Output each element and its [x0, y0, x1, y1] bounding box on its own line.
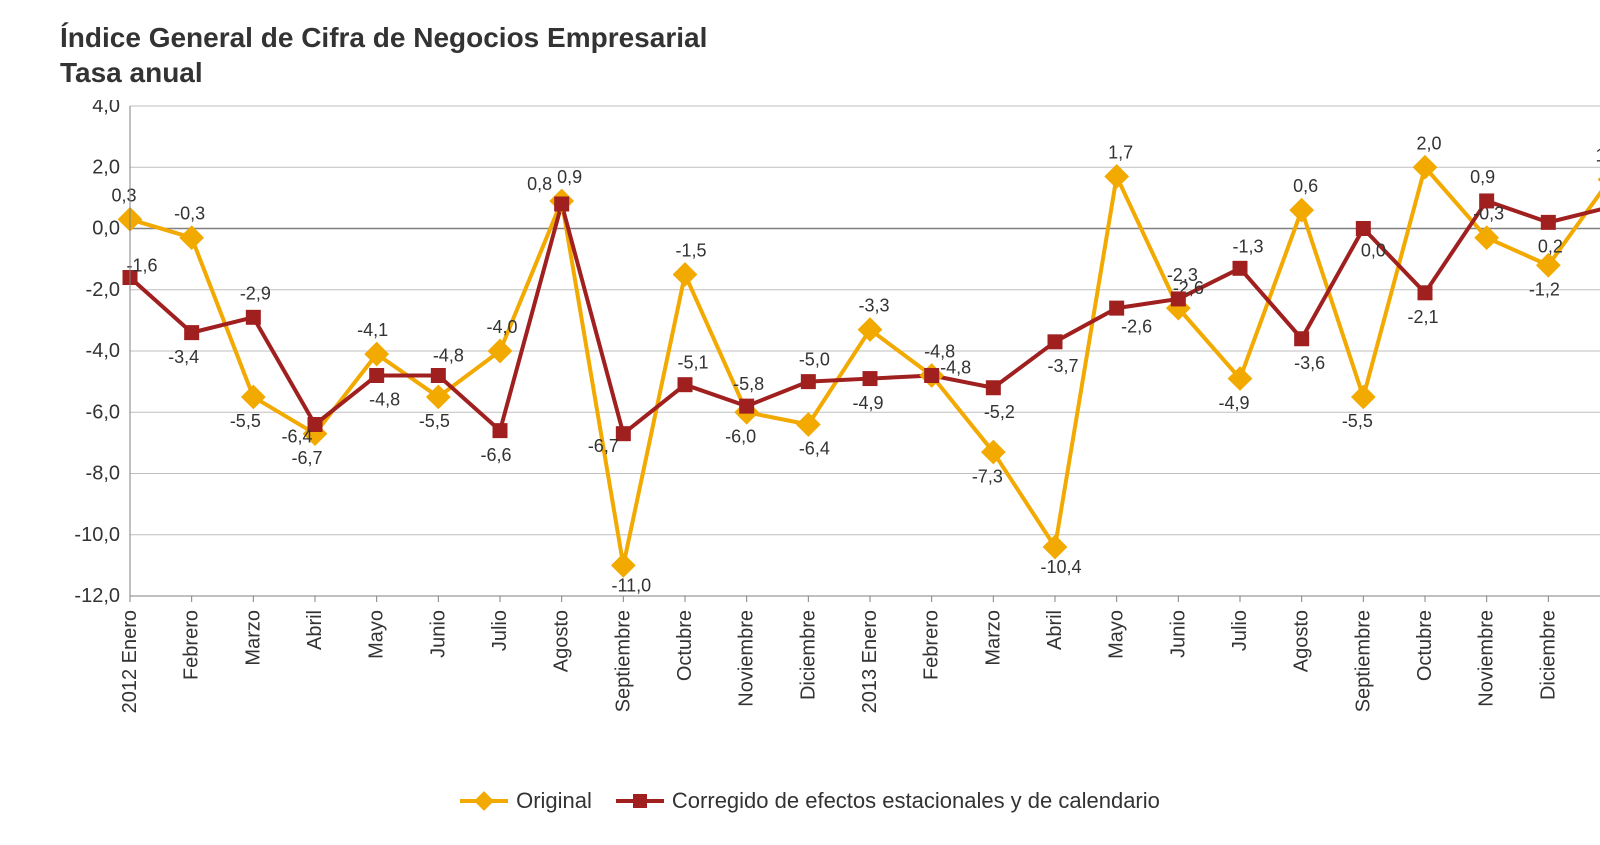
svg-text:-2,0: -2,0: [86, 279, 120, 301]
svg-text:-4,8: -4,8: [940, 358, 971, 378]
svg-text:-3,6: -3,6: [1294, 353, 1325, 373]
svg-text:Octubre: Octubre: [1414, 610, 1436, 681]
svg-text:0,0: 0,0: [92, 218, 120, 240]
svg-text:-4,1: -4,1: [357, 320, 388, 340]
svg-text:-2,6: -2,6: [1121, 316, 1152, 336]
svg-text:-5,5: -5,5: [419, 411, 450, 431]
chart-title: Índice General de Cifra de Negocios Empr…: [60, 20, 1560, 90]
chart-container: { "chart": { "type": "line", "title": "Í…: [0, 0, 1600, 845]
legend-label: Corregido de efectos estacionales y de c…: [672, 788, 1160, 814]
svg-text:Marzo: Marzo: [982, 610, 1004, 666]
svg-text:Noviembre: Noviembre: [736, 610, 758, 707]
svg-text:-4,0: -4,0: [486, 317, 517, 337]
svg-text:-5,5: -5,5: [1342, 411, 1373, 431]
svg-text:-1,2: -1,2: [1529, 279, 1560, 299]
svg-text:-11,0: -11,0: [611, 576, 651, 596]
svg-text:Junio: Junio: [1167, 610, 1189, 658]
svg-text:0,2: 0,2: [1538, 237, 1563, 257]
chart-plot-area: 4,0 2,0 0,0 -2,0 -4,0 -6,0 -8,0 -10,0 -12,0 2012 …: [60, 100, 1560, 771]
svg-text:-5,0: -5,0: [799, 350, 830, 370]
svg-text:Abril: Abril: [1044, 610, 1066, 650]
svg-text:-10,0: -10,0: [74, 524, 120, 546]
svg-text:-4,9: -4,9: [1218, 393, 1249, 413]
svg-text:4,0: 4,0: [92, 100, 120, 117]
svg-text:-6,7: -6,7: [291, 448, 322, 468]
svg-text:Diciembre: Diciembre: [1537, 610, 1559, 700]
svg-text:2012 Enero: 2012 Enero: [119, 610, 141, 713]
svg-text:-2,1: -2,1: [1407, 307, 1438, 327]
svg-text:-3,3: -3,3: [858, 296, 889, 316]
svg-text:-6,0: -6,0: [86, 401, 120, 423]
svg-text:Octubre: Octubre: [674, 610, 696, 681]
svg-text:Agosto: Agosto: [551, 610, 573, 672]
svg-text:-6,4: -6,4: [281, 427, 312, 447]
svg-text:-4,9: -4,9: [852, 393, 883, 413]
svg-text:Septiembre: Septiembre: [1352, 610, 1374, 712]
svg-text:-6,6: -6,6: [480, 445, 511, 465]
svg-text:0,8: 0,8: [527, 174, 552, 194]
svg-text:Diciembre: Diciembre: [797, 610, 819, 700]
svg-text:0,0: 0,0: [1361, 241, 1386, 261]
svg-text:-5,5: -5,5: [230, 411, 261, 431]
svg-text:-12,0: -12,0: [74, 585, 120, 607]
svg-text:1,7: 1,7: [1108, 142, 1133, 162]
svg-text:-10,4: -10,4: [1040, 557, 1081, 577]
svg-text:0,9: 0,9: [557, 167, 582, 187]
svg-text:Septiembre: Septiembre: [612, 610, 634, 712]
svg-text:Marzo: Marzo: [242, 610, 264, 666]
svg-text:Mayo: Mayo: [366, 610, 388, 659]
svg-text:-3,7: -3,7: [1047, 356, 1078, 376]
svg-text:Agosto: Agosto: [1291, 610, 1313, 672]
legend-label: Original: [516, 788, 592, 814]
svg-text:Mayo: Mayo: [1106, 610, 1128, 659]
svg-text:0,3: 0,3: [111, 185, 136, 205]
svg-text:-4,0: -4,0: [86, 340, 120, 362]
svg-text:-5,1: -5,1: [677, 353, 708, 373]
svg-text:-0,3: -0,3: [174, 204, 205, 224]
svg-text:-2,9: -2,9: [240, 283, 271, 303]
svg-text:-6,0: -6,0: [725, 426, 756, 446]
legend-item: Corregido de efectos estacionales y de c…: [616, 788, 1160, 814]
svg-text:2,0: 2,0: [92, 156, 120, 178]
svg-text:1,6: 1,6: [1595, 146, 1600, 166]
svg-text:-5,8: -5,8: [733, 374, 764, 394]
svg-text:-6,4: -6,4: [799, 439, 830, 459]
svg-text:-4,8: -4,8: [433, 346, 464, 366]
square-icon: [633, 794, 647, 808]
svg-text:-8,0: -8,0: [86, 463, 120, 485]
svg-text:-7,3: -7,3: [972, 466, 1003, 486]
svg-text:Junio: Junio: [427, 610, 449, 658]
svg-text:-3,4: -3,4: [168, 347, 199, 367]
svg-text:-5,2: -5,2: [984, 402, 1015, 422]
svg-text:Febrero: Febrero: [181, 610, 203, 680]
svg-text:-2,3: -2,3: [1167, 265, 1198, 285]
svg-text:Julio: Julio: [1229, 610, 1251, 651]
svg-text:Febrero: Febrero: [921, 610, 943, 680]
svg-text:-1,3: -1,3: [1232, 236, 1263, 256]
svg-text:0,6: 0,6: [1293, 176, 1318, 196]
svg-text:-1,5: -1,5: [675, 240, 706, 260]
svg-text:0,9: 0,9: [1470, 167, 1495, 187]
diamond-icon: [474, 791, 494, 811]
legend-item: Original: [460, 788, 592, 814]
svg-text:Julio: Julio: [489, 610, 511, 651]
svg-text:Abril: Abril: [304, 610, 326, 650]
svg-text:Noviembre: Noviembre: [1476, 610, 1498, 707]
svg-text:2013 Enero: 2013 Enero: [859, 610, 881, 713]
svg-text:-1,6: -1,6: [126, 256, 157, 276]
svg-text:2,0: 2,0: [1416, 133, 1441, 153]
svg-text:-4,8: -4,8: [369, 390, 400, 410]
svg-text:-6,7: -6,7: [588, 436, 619, 456]
chart-svg: 4,0 2,0 0,0 -2,0 -4,0 -6,0 -8,0 -10,0 -12,0 2012 …: [60, 100, 1600, 766]
chart-legend: Original Corregido de efectos estacionale…: [60, 781, 1560, 814]
